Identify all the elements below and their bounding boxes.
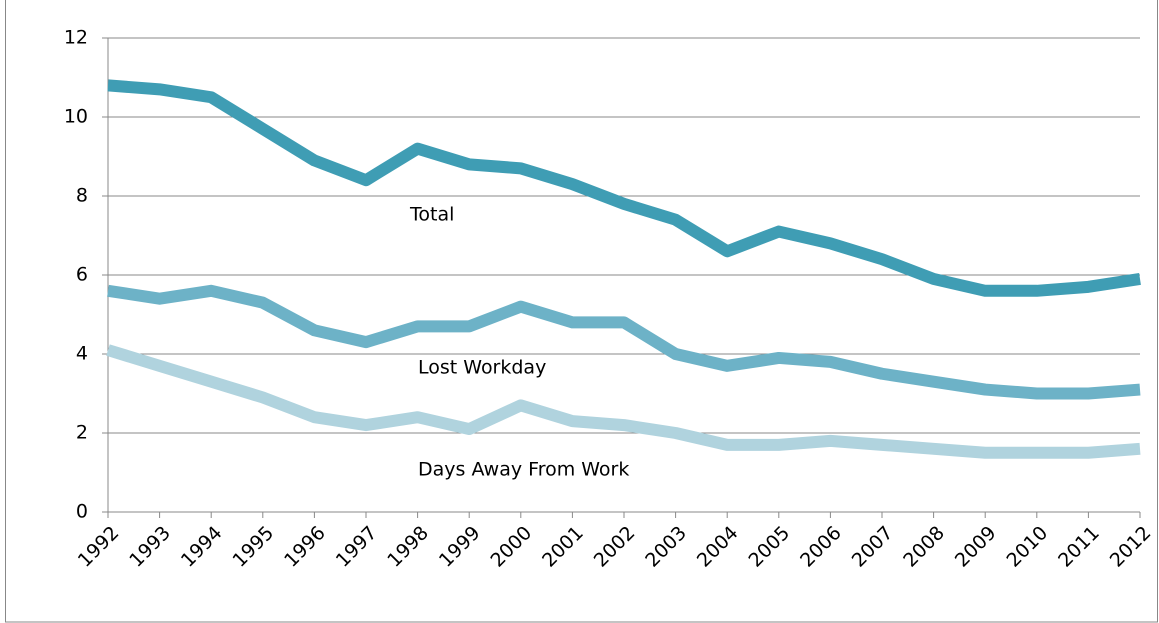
series-label: Lost Workday [418,357,546,379]
x-tick-label: 1995 [228,522,278,572]
x-tick-label: 2008 [899,522,949,572]
x-tick-label: 1992 [74,522,124,572]
x-tick-label: 2003 [641,522,691,572]
x-tick-label: 2002 [590,522,640,572]
x-tick-label: 1996 [280,522,330,572]
x-tick-label: 2009 [951,522,1001,572]
x-tick-label: 2004 [693,522,743,572]
series-line [106,344,1141,459]
x-tick-label: 1999 [435,522,485,572]
y-tick-label: 4 [76,343,88,365]
x-tick-label: 1993 [125,522,175,572]
y-tick-label: 0 [76,501,88,523]
x-tick-label: 2012 [1106,522,1156,572]
y-tick-label: 10 [64,106,88,128]
x-tick-label: 2000 [486,522,536,572]
x-tick-label: 2006 [796,522,846,572]
x-tick-label: 2011 [1054,522,1104,572]
y-tick-label: 6 [76,264,88,286]
series-label: Total [409,204,454,226]
series-label: Days Away From Work [418,459,629,481]
series-line [107,284,1141,400]
series-line [107,79,1141,297]
x-tick-label: 1997 [332,522,382,572]
y-tick-label: 2 [76,422,88,444]
x-tick-label: 2007 [848,522,898,572]
x-tick-label: 2001 [538,522,588,572]
x-tick-label: 1994 [177,522,227,572]
y-tick-label: 8 [76,185,88,207]
y-tick-label: 12 [64,27,88,49]
x-tick-label: 1998 [383,522,433,572]
x-tick-label: 2010 [1002,522,1052,572]
x-tick-label: 2005 [744,522,794,572]
frame [5,0,1158,623]
